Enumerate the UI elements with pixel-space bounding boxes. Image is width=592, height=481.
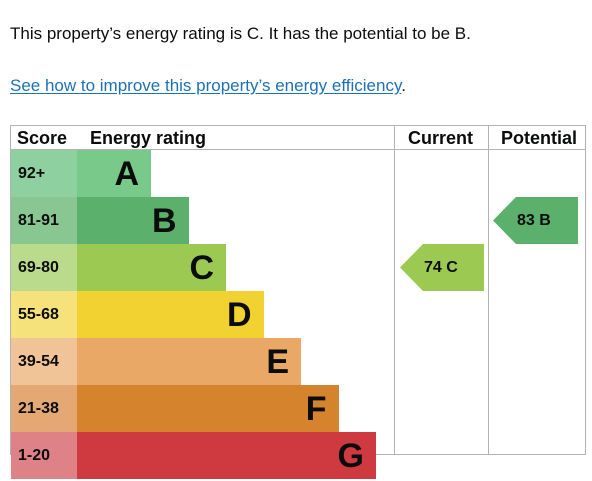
link-suffix: . <box>401 76 406 95</box>
rating-band: A <box>77 150 151 197</box>
rating-band: G <box>77 432 376 479</box>
improve-efficiency-link-row: See how to improve this property’s energ… <box>10 76 406 96</box>
rating-band: E <box>77 338 301 385</box>
rating-band: D <box>77 291 264 338</box>
improve-efficiency-link[interactable]: See how to improve this property’s energ… <box>10 76 402 95</box>
current-header: Current <box>408 128 474 148</box>
energy-rating-header: Energy rating <box>90 128 207 148</box>
energy-rating-summary: This property’s energy rating is C. It h… <box>10 24 471 43</box>
score-cell: 81-91 <box>11 197 77 244</box>
score-header: Score <box>17 128 68 148</box>
current-rating-label: 74 C <box>424 259 458 276</box>
score-cell: 39-54 <box>11 338 77 385</box>
score-cell: 1-20 <box>11 432 77 479</box>
header-divider <box>10 149 586 150</box>
rating-band: F <box>77 385 339 432</box>
score-cell: 69-80 <box>11 244 77 291</box>
score-cell: 55-68 <box>11 291 77 338</box>
potential-rating-label: 83 B <box>517 212 551 229</box>
potential-column-divider <box>488 125 489 455</box>
current-column-divider <box>394 125 395 455</box>
score-cell: 92+ <box>11 150 77 197</box>
rating-band: B <box>77 197 189 244</box>
rating-band: C <box>77 244 226 291</box>
energy-rating-chart: Score Energy rating Current Potential 92… <box>10 125 588 479</box>
potential-header: Potential <box>501 128 578 148</box>
score-cell: 21-38 <box>11 385 77 432</box>
